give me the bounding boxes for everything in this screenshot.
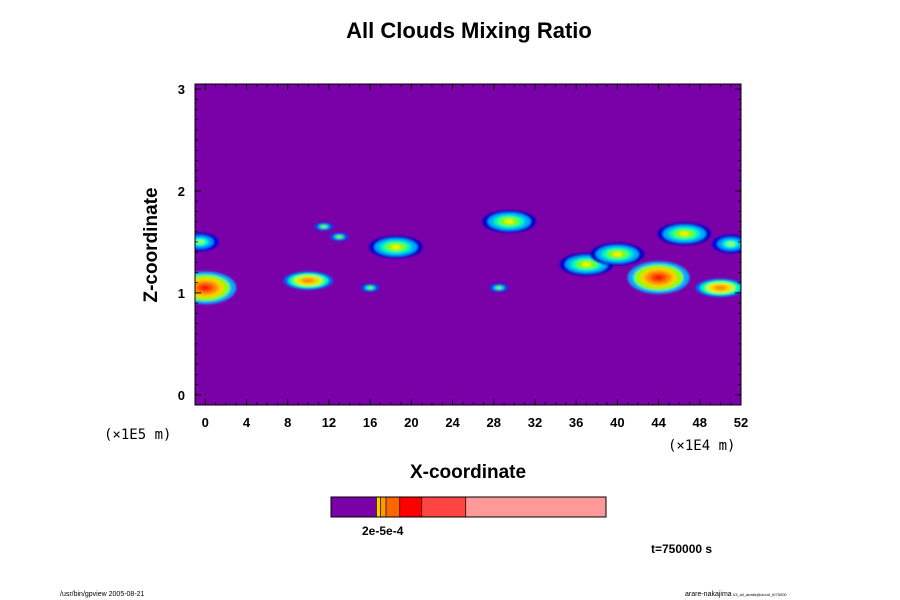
- x-tick-label: 24: [445, 415, 460, 430]
- z-unit-label: (×1E5 m): [104, 427, 171, 443]
- cloud-contour: [201, 285, 210, 290]
- colorbar-segment: [386, 497, 400, 517]
- y-axis-title: Z-coordinate: [141, 187, 162, 302]
- y-tick-label: 0: [178, 388, 185, 403]
- cloud-contour: [196, 240, 204, 244]
- x-tick-label: 36: [569, 415, 583, 430]
- colorbar: [331, 497, 606, 517]
- cloud-blob: [283, 271, 334, 290]
- colorbar-segment: [376, 497, 381, 517]
- cloud-contour: [612, 252, 623, 257]
- x-tick-label: 32: [528, 415, 542, 430]
- cloud-contour: [679, 231, 690, 236]
- cloud-contour: [320, 225, 327, 228]
- x-unit-label: (×1E4 m): [668, 438, 735, 454]
- x-axis-ticks: 0 4 8 12 16 20 24 28 32 36 40 44 48 52: [202, 84, 748, 430]
- x-tick-label: 12: [322, 415, 336, 430]
- colorbar-segment: [421, 497, 466, 517]
- x-tick-label: 28: [487, 415, 501, 430]
- cloud-blob: [657, 222, 712, 246]
- y-tick-label: 3: [178, 82, 185, 97]
- cloud-contour: [714, 285, 727, 291]
- x-tick-label: 40: [610, 415, 624, 430]
- cloud-blob: [627, 261, 690, 294]
- x-tick-label: 4: [243, 415, 251, 430]
- cloud-contour: [367, 286, 373, 290]
- colorbar-label: 2e-5e-4: [362, 524, 404, 538]
- cloud-contour: [581, 262, 592, 267]
- cloud-blob: [712, 234, 741, 254]
- colorbar-segment: [465, 497, 606, 517]
- y-axis-ticks: 0 1 2 3: [178, 82, 741, 403]
- cloud-blob: [360, 283, 380, 292]
- cloud-contour: [504, 219, 515, 224]
- cloud-blob: [489, 283, 509, 292]
- cloud-contour: [496, 286, 502, 290]
- x-tick-label: 52: [734, 415, 748, 430]
- x-tick-label: 20: [404, 415, 418, 430]
- cloud-blob: [195, 232, 219, 252]
- plot-frame: [194, 83, 742, 406]
- cloud-features-layer: [195, 210, 741, 305]
- y-tick-label: 1: [178, 286, 185, 301]
- footer-right-small: 03_all_analis@cloud_t075000: [733, 592, 787, 597]
- x-tick-label: 16: [363, 415, 377, 430]
- x-tick-label: 8: [284, 415, 291, 430]
- cloud-blob: [695, 278, 741, 297]
- cloud-blob: [195, 271, 237, 305]
- cloud-contour: [726, 242, 735, 246]
- plot-background: [195, 84, 741, 405]
- x-axis-title: X-coordinate: [410, 462, 526, 483]
- y-tick-label: 2: [178, 184, 185, 199]
- chart-title: All Clouds Mixing Ratio: [346, 18, 592, 43]
- colorbar-segment: [380, 497, 386, 517]
- colorbar-segment: [331, 497, 377, 517]
- footer-left: /usr/bin/gpview 2005-08-21: [60, 591, 145, 598]
- x-tick-label: 0: [202, 415, 209, 430]
- cloud-blob: [482, 210, 536, 233]
- footer-right: arare-nakajima: [685, 591, 732, 598]
- x-tick-label: 44: [651, 415, 666, 430]
- cloud-contour: [336, 235, 343, 239]
- cloud-contour: [654, 275, 663, 280]
- cloud-blob: [369, 235, 423, 259]
- cloud-blob: [314, 222, 334, 231]
- cloud-blob: [329, 232, 349, 241]
- cloud-contour: [391, 245, 401, 250]
- colorbar-frame: [330, 496, 607, 518]
- cloud-contour: [302, 278, 315, 283]
- x-tick-label: 48: [693, 415, 707, 430]
- time-label: t=750000 s: [651, 542, 712, 556]
- cloud-blob: [590, 242, 645, 266]
- colorbar-segment: [399, 497, 422, 517]
